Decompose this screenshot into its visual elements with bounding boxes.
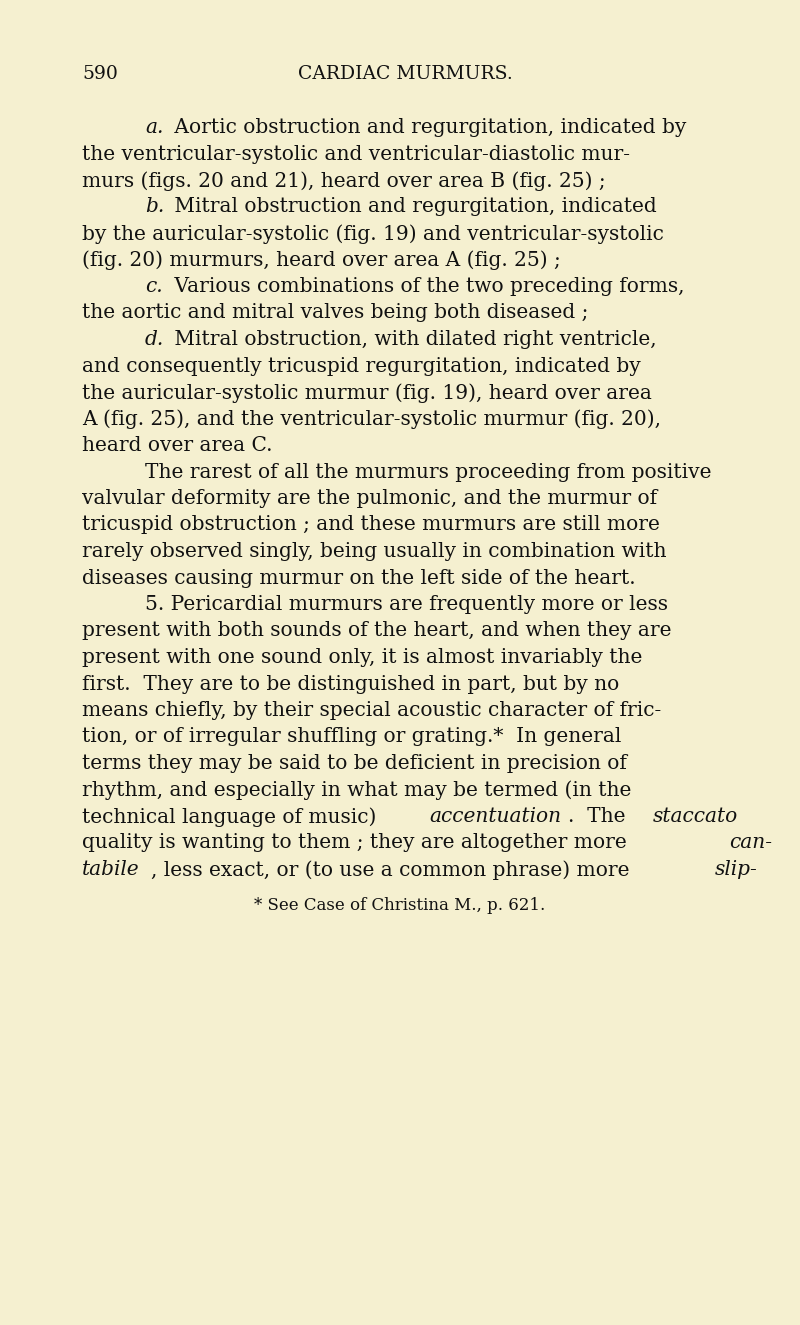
Text: diseases causing murmur on the left side of the heart.: diseases causing murmur on the left side…: [82, 568, 636, 587]
Text: terms they may be said to be deficient in precision of: terms they may be said to be deficient i…: [82, 754, 627, 772]
Text: b.: b.: [145, 197, 164, 216]
Text: (fig. 20) murmurs, heard over area A (fig. 25) ;: (fig. 20) murmurs, heard over area A (fi…: [82, 250, 561, 270]
Text: the auricular-systolic murmur (fig. 19), heard over area: the auricular-systolic murmur (fig. 19),…: [82, 383, 652, 403]
Text: means chiefly, by their special acoustic character of fric-: means chiefly, by their special acoustic…: [82, 701, 662, 719]
Text: technical language of music): technical language of music): [82, 807, 382, 827]
Text: 590: 590: [82, 65, 118, 83]
Text: Various combinations of the two preceding forms,: Various combinations of the two precedin…: [168, 277, 685, 295]
Text: A (fig. 25), and the ventricular-systolic murmur (fig. 20),: A (fig. 25), and the ventricular-systoli…: [82, 409, 661, 429]
Text: valvular deformity are the pulmonic, and the murmur of: valvular deformity are the pulmonic, and…: [82, 489, 657, 507]
Text: murs (figs. 20 and 21), heard over area B (fig. 25) ;: murs (figs. 20 and 21), heard over area …: [82, 171, 606, 191]
Text: quality is wanting to them ; they are altogether more: quality is wanting to them ; they are al…: [82, 833, 633, 852]
Text: Aortic obstruction and regurgitation, indicated by: Aortic obstruction and regurgitation, in…: [168, 118, 686, 136]
Text: the ventricular-systolic and ventricular-diastolic mur-: the ventricular-systolic and ventricular…: [82, 144, 630, 163]
Text: tion, or of irregular shuffling or grating.*  In general: tion, or of irregular shuffling or grati…: [82, 727, 622, 746]
Text: tabile: tabile: [82, 860, 140, 878]
Text: tricuspid obstruction ; and these murmurs are still more: tricuspid obstruction ; and these murmur…: [82, 515, 660, 534]
Text: can-: can-: [729, 833, 772, 852]
Text: CARDIAC MURMURS.: CARDIAC MURMURS.: [298, 65, 512, 83]
Text: present with both sounds of the heart, and when they are: present with both sounds of the heart, a…: [82, 621, 671, 640]
Text: accentuation: accentuation: [430, 807, 562, 825]
Text: c.: c.: [145, 277, 162, 295]
Text: a.: a.: [145, 118, 163, 136]
Text: rhythm, and especially in what may be termed (in the: rhythm, and especially in what may be te…: [82, 780, 631, 800]
Text: first.  They are to be distinguished in part, but by no: first. They are to be distinguished in p…: [82, 674, 619, 693]
Text: by the auricular-systolic (fig. 19) and ventricular-systolic: by the auricular-systolic (fig. 19) and …: [82, 224, 664, 244]
Text: d.: d.: [145, 330, 164, 348]
Text: the aortic and mitral valves being both diseased ;: the aortic and mitral valves being both …: [82, 303, 588, 322]
Text: heard over area C.: heard over area C.: [82, 436, 273, 454]
Text: .  The: . The: [569, 807, 632, 825]
Text: 5. Pericardial murmurs are frequently more or less: 5. Pericardial murmurs are frequently mo…: [145, 595, 668, 613]
Text: Mitral obstruction, with dilated right ventricle,: Mitral obstruction, with dilated right v…: [168, 330, 657, 348]
Text: Mitral obstruction and regurgitation, indicated: Mitral obstruction and regurgitation, in…: [168, 197, 657, 216]
Text: staccato: staccato: [652, 807, 738, 825]
Text: * See Case of Christina M., p. 621.: * See Case of Christina M., p. 621.: [254, 897, 546, 913]
Text: present with one sound only, it is almost invariably the: present with one sound only, it is almos…: [82, 648, 642, 666]
Text: slip-: slip-: [714, 860, 758, 878]
Text: The rarest of all the murmurs proceeding from positive: The rarest of all the murmurs proceeding…: [145, 462, 711, 481]
Text: , less exact, or (to use a common phrase) more: , less exact, or (to use a common phrase…: [151, 860, 636, 880]
Text: rarely observed singly, being usually in combination with: rarely observed singly, being usually in…: [82, 542, 666, 560]
Text: and consequently tricuspid regurgitation, indicated by: and consequently tricuspid regurgitation…: [82, 356, 641, 375]
